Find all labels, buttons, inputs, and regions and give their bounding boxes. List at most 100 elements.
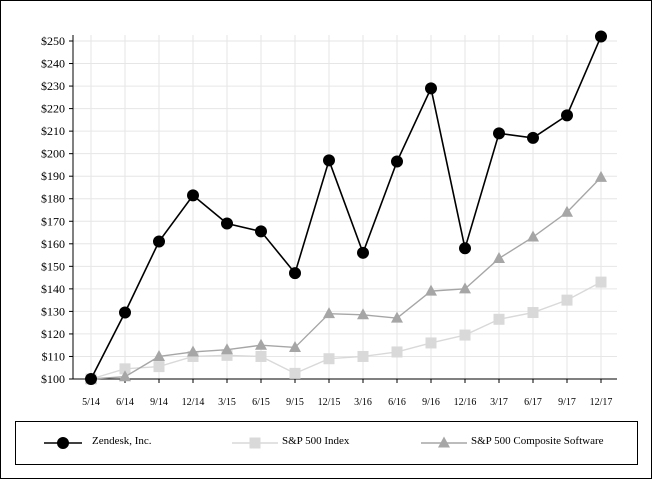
x-tick-label: 3/17 xyxy=(490,397,508,408)
data-point xyxy=(255,350,267,362)
data-point xyxy=(425,82,437,95)
x-tick-label: 9/14 xyxy=(150,397,168,408)
data-point xyxy=(391,311,403,323)
legend-marker xyxy=(249,437,261,449)
y-tick-label: $180 xyxy=(41,192,65,206)
data-point xyxy=(289,267,301,280)
data-point xyxy=(255,225,267,238)
y-tick-label: $170 xyxy=(41,214,65,228)
data-point xyxy=(561,109,573,122)
y-tick-label: $210 xyxy=(41,124,65,138)
data-point xyxy=(357,308,369,320)
data-point xyxy=(289,367,301,379)
legend-marker xyxy=(438,436,450,448)
y-tick-label: $150 xyxy=(41,259,65,273)
y-tick-label: $250 xyxy=(41,34,65,48)
x-tick-label: 12/14 xyxy=(182,397,205,408)
data-point xyxy=(119,306,131,319)
x-tick-label: 3/15 xyxy=(218,397,236,408)
data-point xyxy=(391,155,403,168)
series-line xyxy=(90,36,602,380)
data-point xyxy=(153,235,165,248)
x-tick-label: 6/17 xyxy=(524,397,542,408)
y-tick-label: $230 xyxy=(41,79,65,93)
data-point xyxy=(493,127,505,140)
data-point xyxy=(493,251,505,263)
legend-marker xyxy=(57,437,69,449)
legend-item-2 xyxy=(421,436,467,448)
legend: Zendesk, Inc. S&P 500 Index S&P 500 Comp… xyxy=(15,421,638,465)
data-point xyxy=(119,363,131,375)
y-tick-label: $130 xyxy=(41,304,65,318)
x-tick-label: 12/16 xyxy=(454,397,477,408)
data-point xyxy=(595,170,607,182)
y-tick-label: $110 xyxy=(41,349,65,363)
series-layer xyxy=(85,30,607,385)
data-point xyxy=(289,340,301,352)
y-tick-label: $120 xyxy=(41,327,65,341)
series-1 xyxy=(85,276,607,385)
data-point xyxy=(221,343,233,355)
data-point xyxy=(527,307,539,319)
data-point xyxy=(221,349,233,361)
x-tick-label: 6/15 xyxy=(252,397,270,408)
series-line xyxy=(90,176,602,380)
legend-item-1 xyxy=(232,437,278,449)
series-line xyxy=(90,281,602,380)
x-axis-ticks: 5/14 6/14 9/14 12/14 3/15 6/15 9/15 12/15 3/16 6/… xyxy=(82,379,612,408)
y-tick-label: $140 xyxy=(41,282,65,296)
data-point xyxy=(187,345,199,357)
data-point xyxy=(323,154,335,167)
x-tick-label: 3/16 xyxy=(354,397,372,408)
y-tick-label: $220 xyxy=(41,102,65,116)
data-point xyxy=(357,246,369,259)
data-point xyxy=(595,276,607,288)
data-point xyxy=(153,349,165,361)
x-tick-label: 9/17 xyxy=(558,397,576,408)
data-point xyxy=(493,313,505,325)
data-point xyxy=(459,282,471,294)
x-tick-label: 9/15 xyxy=(286,397,304,408)
data-point xyxy=(595,30,607,43)
y-tick-label: $190 xyxy=(41,169,65,183)
data-point xyxy=(561,294,573,306)
data-point xyxy=(255,338,267,350)
data-point xyxy=(425,284,437,296)
data-point xyxy=(119,370,131,382)
data-point xyxy=(187,350,199,362)
y-axis-ticks: $100 $110 $120 $130 $140 $150 $160 $170 $180 $190… xyxy=(41,34,73,386)
data-point xyxy=(425,337,437,349)
data-point xyxy=(153,361,165,373)
y-tick-label: $160 xyxy=(41,237,65,251)
legend-label-sp500-software: S&P 500 Composite Software xyxy=(471,435,604,447)
data-point xyxy=(459,242,471,255)
data-point xyxy=(391,346,403,358)
x-tick-label: 5/14 xyxy=(82,397,100,408)
data-point xyxy=(323,307,335,319)
data-point xyxy=(85,373,97,385)
series-0 xyxy=(85,30,607,385)
y-tick-label: $200 xyxy=(41,147,65,161)
y-tick-label: $100 xyxy=(41,372,65,386)
series-2 xyxy=(85,170,607,384)
data-point xyxy=(561,205,573,217)
legend-markers xyxy=(44,436,467,449)
x-tick-label: 9/16 xyxy=(422,397,440,408)
x-tick-label: 6/16 xyxy=(388,397,406,408)
data-point xyxy=(187,189,199,202)
x-tick-label: 6/14 xyxy=(116,397,134,408)
data-point xyxy=(459,329,471,341)
legend-item-0 xyxy=(44,437,82,449)
gridlines xyxy=(73,35,617,379)
x-tick-label: 12/15 xyxy=(318,397,341,408)
legend-label-sp500: S&P 500 Index xyxy=(282,435,350,447)
x-tick-label: 12/17 xyxy=(590,397,613,408)
data-point xyxy=(527,230,539,242)
y-tick-label: $240 xyxy=(41,57,65,71)
legend-label-zendesk: Zendesk, Inc. xyxy=(92,435,152,447)
data-point xyxy=(357,350,369,362)
data-point xyxy=(323,353,335,365)
data-point xyxy=(221,217,233,230)
